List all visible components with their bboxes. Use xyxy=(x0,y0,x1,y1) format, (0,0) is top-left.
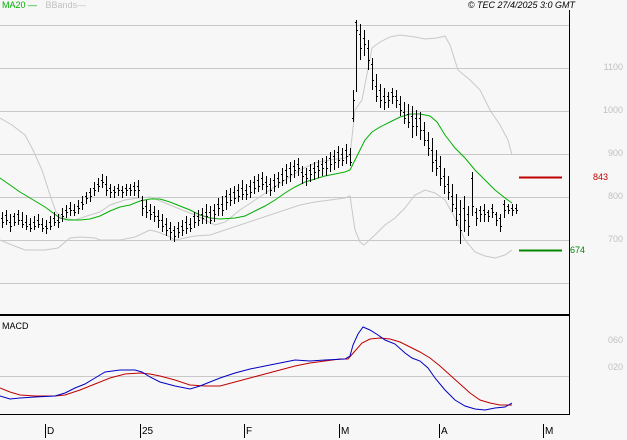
price-axis-label: 800 xyxy=(607,191,623,201)
copyright-timestamp: © TEC 27/4/2025 3:0 GMT xyxy=(467,0,575,10)
macd-signal-line xyxy=(0,337,512,406)
macd-title: MACD xyxy=(2,321,29,331)
macd-axis-label: 060 xyxy=(607,335,623,345)
ohlc-bars xyxy=(1,20,518,244)
price-gridlines xyxy=(0,25,569,284)
x-axis-label: D xyxy=(47,426,55,437)
price-axis-label: 900 xyxy=(607,148,623,158)
x-axis-label: M xyxy=(545,426,554,437)
legend-bbands: BBands— xyxy=(45,0,87,10)
price-axis-label: 700 xyxy=(607,234,623,244)
price-axis-label: 1100 xyxy=(603,62,623,72)
x-axis-label: M xyxy=(341,426,350,437)
x-axis-label: A xyxy=(441,426,448,437)
ma20-line xyxy=(0,113,513,221)
chart-legend: MA20 — BBands— xyxy=(2,0,86,11)
legend-ma20: MA20 — xyxy=(2,0,38,10)
price-axis-label: 1000 xyxy=(602,105,623,115)
x-axis-ticks xyxy=(45,424,544,438)
x-axis-label: F xyxy=(246,426,253,437)
support-label: 674 xyxy=(570,245,586,255)
macd-axis-label: 020 xyxy=(607,362,623,372)
macd-line xyxy=(0,326,513,411)
resistance-label: 843 xyxy=(593,172,609,182)
x-axis-label: 25 xyxy=(142,426,154,437)
